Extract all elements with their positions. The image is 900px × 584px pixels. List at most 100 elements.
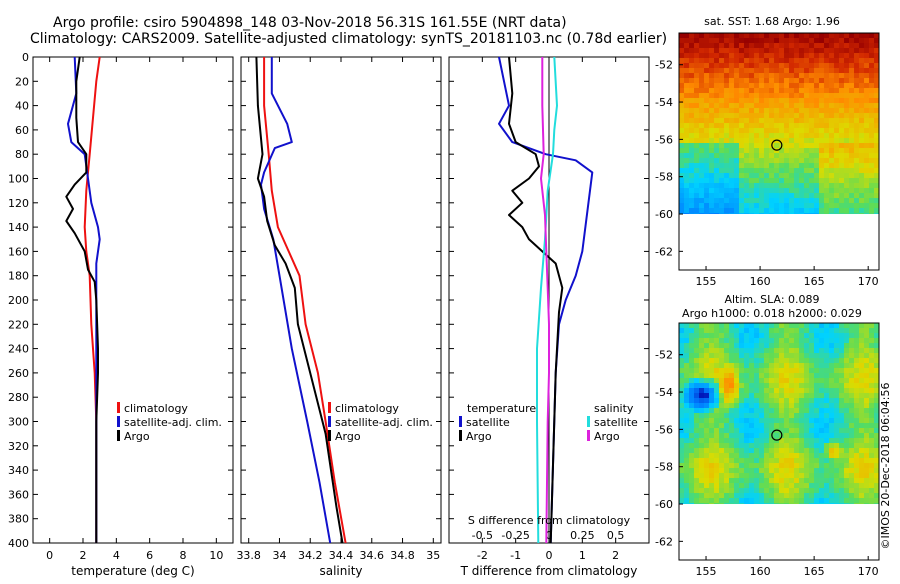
map-cell xyxy=(699,453,704,458)
map-cell xyxy=(734,153,739,158)
map-cell xyxy=(679,43,684,48)
map-cell xyxy=(869,93,874,98)
map-cell xyxy=(739,353,744,358)
map-cell xyxy=(694,338,699,343)
map-cell xyxy=(789,473,794,478)
map-cell xyxy=(829,98,834,103)
map-cell xyxy=(774,423,779,428)
map-cell xyxy=(699,353,704,358)
map-cell xyxy=(844,193,849,198)
map-cell xyxy=(769,388,774,393)
map-cell xyxy=(869,393,874,398)
map-cell xyxy=(719,203,724,208)
map-cell xyxy=(839,78,844,83)
map-cell xyxy=(704,323,709,328)
map-cell xyxy=(689,423,694,428)
map-cell xyxy=(859,478,864,483)
map-cell xyxy=(804,193,809,198)
map-cell xyxy=(829,43,834,48)
map-cell xyxy=(704,168,709,173)
map-cell xyxy=(819,48,824,53)
map-cell xyxy=(719,78,724,83)
map-cell xyxy=(869,38,874,43)
map-cell xyxy=(859,338,864,343)
map-cell xyxy=(869,418,874,423)
map-cell xyxy=(779,368,784,373)
map-cell xyxy=(679,333,684,338)
map-cell xyxy=(709,373,714,378)
map-cell xyxy=(704,363,709,368)
map-cell xyxy=(784,208,789,213)
map-cell xyxy=(784,43,789,48)
map-cell xyxy=(814,463,819,468)
sla-map: 155 160 165 170-52-54-56-58-60-62 xyxy=(655,322,880,578)
map-cell xyxy=(804,58,809,63)
map-cell xyxy=(874,478,879,483)
map-cell xyxy=(829,103,834,108)
map-cell xyxy=(859,203,864,208)
map-cell xyxy=(689,353,694,358)
map-cell xyxy=(729,133,734,138)
map-cell xyxy=(764,108,769,113)
map-cell xyxy=(684,178,689,183)
map-cell xyxy=(794,468,799,473)
map-cell xyxy=(784,483,789,488)
map-cell xyxy=(704,493,709,498)
map-cell xyxy=(829,188,834,193)
map-cell xyxy=(759,383,764,388)
map-y-tick-label: -52 xyxy=(655,59,673,72)
map-cell xyxy=(849,148,854,153)
map-cell xyxy=(759,148,764,153)
map-cell xyxy=(679,438,684,443)
map-cell xyxy=(764,158,769,163)
map-cell xyxy=(719,128,724,133)
map-cell xyxy=(734,393,739,398)
map-cell xyxy=(769,428,774,433)
map-cell xyxy=(774,213,779,215)
map-cell xyxy=(819,418,824,423)
map-cell xyxy=(819,453,824,458)
map-cell xyxy=(759,493,764,498)
map-cell xyxy=(824,428,829,433)
map-cell xyxy=(844,38,849,43)
map-cell xyxy=(709,148,714,153)
map-cell xyxy=(804,38,809,43)
map-cell xyxy=(819,108,824,113)
map-cell xyxy=(769,33,774,38)
map-cell xyxy=(864,458,869,463)
map-cell xyxy=(769,403,774,408)
map-cell xyxy=(844,383,849,388)
map-cell xyxy=(844,68,849,73)
map-cell xyxy=(739,473,744,478)
map-cell xyxy=(814,103,819,108)
map-cell xyxy=(874,108,879,113)
map-cell xyxy=(794,423,799,428)
map-cell xyxy=(789,168,794,173)
map-cell xyxy=(749,478,754,483)
map-cell xyxy=(849,408,854,413)
salinity-chart: 33.8 34 34.2 34.4 34.6 34.8 35 xyxy=(236,56,441,562)
map-cell xyxy=(724,493,729,498)
map-cell xyxy=(704,328,709,333)
map-cell xyxy=(869,348,874,353)
map-cell xyxy=(794,428,799,433)
map-cell xyxy=(694,53,699,58)
map-cell xyxy=(799,453,804,458)
map-cell xyxy=(849,158,854,163)
map-cell xyxy=(754,38,759,43)
map-cell xyxy=(869,373,874,378)
map-cell xyxy=(679,378,684,383)
map-cell xyxy=(709,73,714,78)
map-cell xyxy=(804,108,809,113)
map-cell xyxy=(869,168,874,173)
x-tick-label: 2 xyxy=(80,549,87,562)
map-cell xyxy=(684,348,689,353)
map-cell xyxy=(689,488,694,493)
map-cell xyxy=(844,428,849,433)
map-cell xyxy=(719,368,724,373)
map-cell xyxy=(734,148,739,153)
map-cell xyxy=(734,483,739,488)
map-cell xyxy=(869,338,874,343)
map-cell xyxy=(714,468,719,473)
map-cell xyxy=(794,58,799,63)
